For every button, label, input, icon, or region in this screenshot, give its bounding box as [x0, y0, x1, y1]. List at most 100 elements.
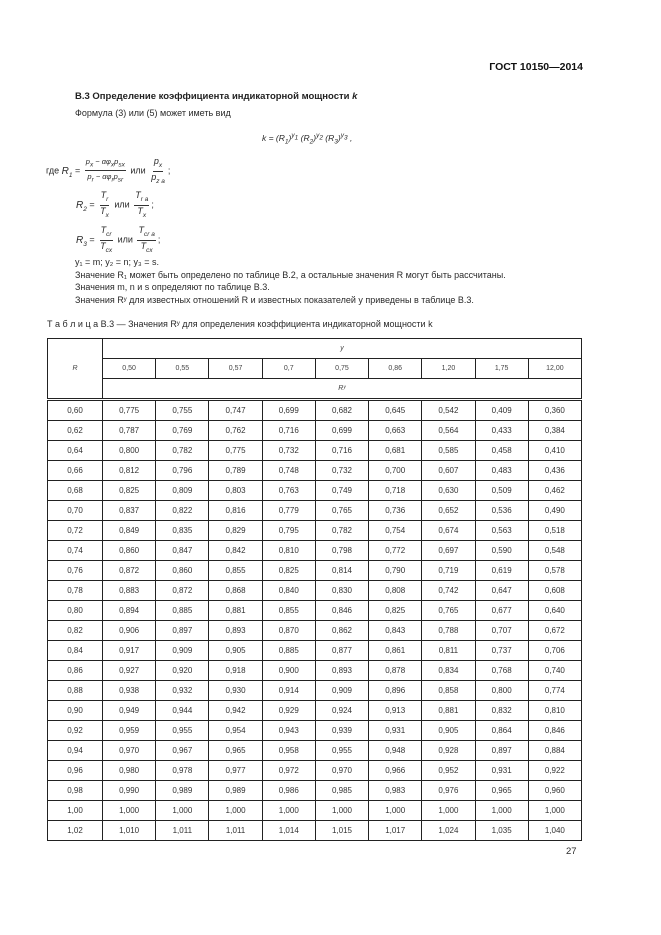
ry-value-cell: 0,483 [474, 460, 529, 481]
ry-value-cell: 0,768 [474, 660, 529, 681]
ry-value-cell: 0,762 [208, 420, 263, 441]
ry-value-cell: 0,893 [208, 620, 263, 641]
r-value-cell: 1,02 [47, 820, 103, 841]
r-value-cell: 0,84 [47, 640, 103, 661]
ry-value-cell: 0,970 [101, 740, 157, 761]
ry-value-cell: 0,847 [155, 540, 210, 561]
ry-value-cell: 0,905 [208, 640, 263, 661]
ry-value-cell: 0,814 [314, 560, 370, 581]
ry-value-cell: 0,877 [314, 640, 370, 661]
ry-value-cell: 0,697 [421, 540, 476, 561]
table-row: 0,76 0,872 0,860 0,855 0,825 0,814 0,790 0,719 0… [47, 560, 583, 581]
table-row: 0,68 0,825 0,809 0,803 0,763 0,749 0,718 0,630 0… [47, 480, 583, 501]
ry-value-cell: 0,958 [261, 740, 316, 761]
ry-value-cell: 0,883 [101, 580, 157, 601]
y-value-header: 1,75 [474, 358, 529, 379]
ry-value-cell: 0,952 [421, 760, 476, 781]
ry-value-cell: 0,700 [368, 460, 423, 481]
ry-value-cell: 1,000 [474, 800, 529, 821]
ry-value-cell: 1,000 [421, 800, 476, 821]
ry-value-cell: 0,803 [208, 480, 263, 501]
ry-value-cell: 0,927 [101, 660, 157, 681]
ry-value-cell: 0,868 [208, 580, 263, 601]
ry-value-cell: 0,931 [474, 760, 529, 781]
ry-value-cell: 1,040 [527, 820, 583, 841]
ry-value-cell: 0,798 [314, 540, 370, 561]
table-row: 1,00 1,000 1,000 1,000 1,000 1,000 1,000 1,000 1… [47, 800, 583, 821]
ry-value-cell: 0,663 [368, 420, 423, 441]
ry-value-cell: 1,017 [368, 820, 423, 841]
ry-value-cell: 0,970 [314, 760, 370, 781]
ry-value-cell: 0,790 [368, 560, 423, 581]
ry-value-cell: 0,810 [527, 700, 583, 721]
ry-value-cell: 0,518 [527, 520, 583, 541]
ry-value-cell: 0,716 [261, 420, 316, 441]
header-ry: Rʸ [102, 378, 582, 401]
ry-value-cell: 0,779 [261, 500, 316, 521]
ry-value-cell: 0,872 [101, 560, 157, 581]
ry-value-cell: 0,825 [101, 480, 157, 501]
ry-value-cell: 0,772 [368, 540, 423, 561]
ry-value-cell: 0,585 [421, 440, 476, 461]
ry-value-cell: 0,928 [421, 740, 476, 761]
ry-value-cell: 0,846 [314, 600, 370, 621]
ry-value-cell: 0,942 [208, 700, 263, 721]
ry-value-cell: 1,000 [314, 800, 370, 821]
ry-value-cell: 0,881 [421, 700, 476, 721]
ry-value-cell: 0,967 [155, 740, 210, 761]
r-value-cell: 0,94 [47, 740, 103, 761]
ry-value-cell: 0,774 [527, 680, 583, 701]
ry-value-cell: 0,955 [314, 740, 370, 761]
ry-value-cell: 0,846 [527, 720, 583, 741]
ry-value-cell: 0,706 [527, 640, 583, 661]
ry-value-cell: 0,732 [314, 460, 370, 481]
ry-value-cell: 0,747 [208, 399, 263, 421]
ry-value-cell: 0,742 [421, 580, 476, 601]
ry-value-cell: 1,000 [527, 800, 583, 821]
ry-value-cell: 0,749 [314, 480, 370, 501]
ry-value-cell: 0,672 [527, 620, 583, 641]
document-header: ГОСТ 10150—2014 [489, 61, 583, 73]
ry-value-cell: 0,509 [474, 480, 529, 501]
ry-value-cell: 0,985 [314, 780, 370, 801]
note-mns: Значения m, n и s определяют по таблице … [75, 282, 270, 292]
ry-value-cell: 1,000 [368, 800, 423, 821]
ry-value-cell: 0,864 [474, 720, 529, 741]
r-value-cell: 0,64 [47, 440, 103, 461]
r-value-cell: 0,78 [47, 580, 103, 601]
r-value-cell: 0,70 [47, 500, 103, 521]
ry-value-cell: 0,960 [527, 780, 583, 801]
table-row: 0,92 0,959 0,955 0,954 0,943 0,939 0,931 0,905 0… [47, 720, 583, 741]
ry-value-cell: 0,719 [421, 560, 476, 581]
heading-var: k [352, 91, 358, 102]
ry-value-cell: 0,855 [261, 600, 316, 621]
ry-value-cell: 0,965 [208, 740, 263, 761]
ry-value-cell: 0,800 [101, 440, 157, 461]
table-row: 0,70 0,837 0,822 0,816 0,779 0,765 0,736 0,652 0… [47, 500, 583, 521]
table-row: 0,90 0,949 0,944 0,942 0,929 0,924 0,913 0,881 0… [47, 700, 583, 721]
ry-value-cell: 0,652 [421, 500, 476, 521]
ry-value-cell: 0,810 [261, 540, 316, 561]
ry-value-cell: 1,000 [101, 800, 157, 821]
r-value-cell: 0,60 [47, 399, 103, 421]
ry-value-cell: 0,682 [314, 399, 370, 421]
heading-text: В.3 Определение коэффициента индикаторно… [75, 91, 353, 102]
ry-value-cell: 0,849 [101, 520, 157, 541]
ry-value-cell: 0,837 [101, 500, 157, 521]
table-row: 0,72 0,849 0,835 0,829 0,795 0,782 0,754 0,674 0… [47, 520, 583, 541]
ry-value-cell: 0,765 [421, 600, 476, 621]
ry-value-cell: 0,909 [314, 680, 370, 701]
table-row: 0,74 0,860 0,847 0,842 0,810 0,798 0,772 0,697 0… [47, 540, 583, 561]
ry-value-cell: 0,943 [261, 720, 316, 741]
ry-value-cell: 0,548 [527, 540, 583, 561]
ry-value-cell: 0,924 [314, 700, 370, 721]
ry-value-cell: 0,977 [208, 760, 263, 781]
ry-value-cell: 0,782 [314, 520, 370, 541]
ry-value-cell: 0,938 [101, 680, 157, 701]
ry-value-cell: 0,932 [155, 680, 210, 701]
ry-value-cell: 0,732 [261, 440, 316, 461]
ry-value-cell: 0,929 [261, 700, 316, 721]
note-r1: Значение R₁ может быть определено по таб… [75, 270, 506, 280]
ry-value-cell: 0,765 [314, 500, 370, 521]
